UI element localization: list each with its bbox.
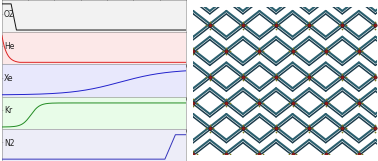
Text: ·: · — [2, 109, 3, 114]
Text: ·: · — [2, 44, 3, 49]
Text: He: He — [4, 42, 14, 51]
Text: Xe: Xe — [4, 74, 14, 83]
Text: ·: · — [2, 12, 3, 17]
Text: ·: · — [2, 141, 3, 146]
Text: Kr: Kr — [4, 106, 12, 115]
Text: N2: N2 — [4, 138, 15, 147]
Text: ·: · — [2, 76, 3, 81]
Text: O2: O2 — [4, 10, 15, 19]
